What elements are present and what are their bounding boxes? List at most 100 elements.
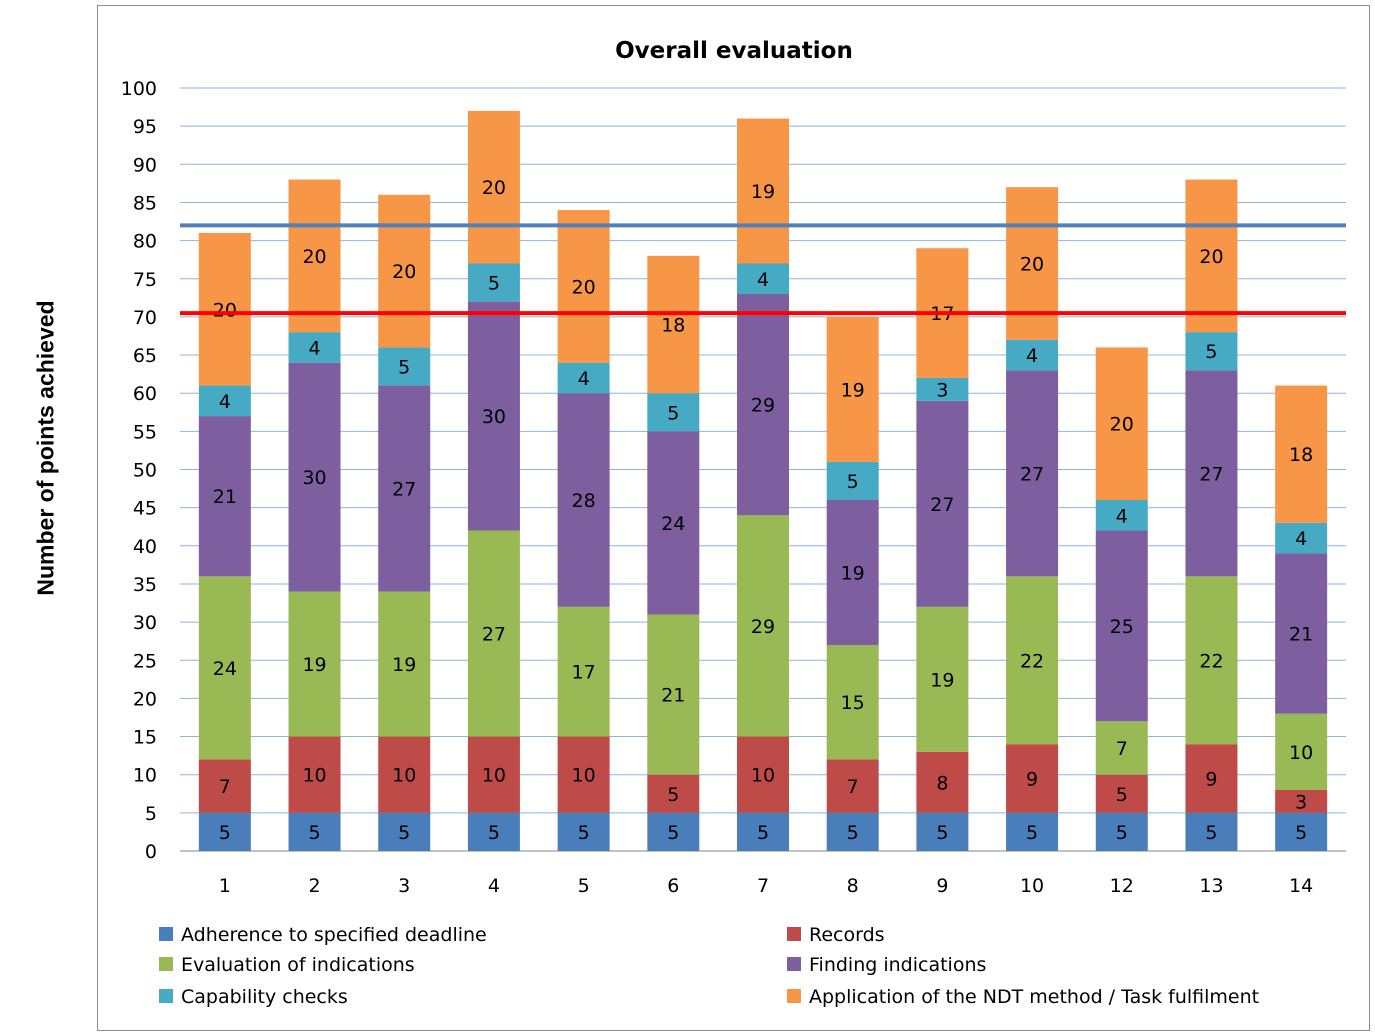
bar-segment	[737, 515, 789, 737]
data-label: 20	[302, 246, 326, 268]
bar-segment	[916, 377, 969, 401]
data-label: 19	[392, 654, 416, 676]
x-tick-label: 4	[488, 875, 500, 897]
data-label: 5	[398, 822, 410, 844]
data-label: 19	[751, 181, 775, 203]
bar-segment	[1275, 713, 1328, 790]
bar-segment	[198, 812, 251, 851]
bar-segment	[647, 393, 700, 432]
bar-segment	[557, 606, 610, 737]
data-label: 27	[1020, 463, 1044, 485]
bar-segment	[288, 179, 341, 333]
data-label: 18	[1289, 444, 1313, 466]
data-label: 22	[1020, 650, 1044, 672]
bar-segment	[378, 812, 431, 851]
data-label: 20	[572, 276, 596, 298]
bar-segment	[737, 118, 789, 264]
data-label: 24	[661, 513, 685, 535]
data-label: 18	[661, 315, 685, 337]
bar-segment	[288, 591, 341, 737]
y-tick-label: 60	[133, 383, 157, 405]
bar-segment	[1095, 500, 1148, 531]
bar-segment	[378, 347, 431, 386]
y-tick-label: 30	[133, 612, 157, 634]
data-label: 5	[757, 822, 769, 844]
bar-segment	[916, 812, 969, 851]
data-label: 4	[578, 368, 590, 390]
y-tick-label: 65	[133, 345, 157, 367]
data-label: 17	[572, 662, 596, 684]
data-label: 5	[219, 822, 231, 844]
bar-segment	[1095, 812, 1148, 851]
y-tick-label: 35	[133, 574, 157, 596]
bar-segment	[1006, 576, 1059, 745]
data-label: 20	[1020, 253, 1044, 275]
y-tick-label: 85	[133, 192, 157, 214]
bar-segment	[378, 591, 431, 737]
bar-segment	[826, 316, 879, 462]
bar-segment	[826, 812, 879, 851]
legend-label: Adherence to specified deadline	[181, 924, 487, 946]
bar-segment	[1185, 576, 1238, 745]
data-label: 27	[392, 479, 416, 501]
bar-segment	[1185, 744, 1238, 813]
y-tick-label: 40	[133, 536, 157, 558]
bar-segment	[1275, 789, 1328, 813]
bar-segment	[1275, 385, 1328, 523]
legend-label: Records	[809, 924, 885, 946]
bar-segment	[1095, 774, 1148, 813]
data-label: 5	[847, 822, 859, 844]
x-tick-label: 3	[398, 875, 410, 897]
y-tick-label: 25	[133, 650, 157, 672]
data-label: 5	[488, 822, 500, 844]
bar-segment	[467, 530, 520, 737]
y-tick-label: 10	[133, 765, 157, 787]
chart-frame	[97, 5, 1370, 1031]
bar-segment	[557, 812, 610, 851]
legend-label: Application of the NDT method / Task ful…	[809, 986, 1259, 1008]
data-label: 19	[930, 669, 954, 691]
bar-segment	[557, 362, 610, 394]
data-label: 10	[1289, 742, 1313, 764]
bar-segment	[647, 431, 700, 615]
legend-label: Evaluation of indications	[181, 954, 415, 976]
bar-segment	[916, 606, 969, 752]
bar-segment	[1006, 812, 1059, 851]
bar-segment	[1275, 522, 1328, 554]
x-tick-label: 10	[1020, 875, 1044, 897]
bar-segment	[288, 332, 341, 363]
data-label: 4	[1026, 345, 1038, 367]
x-tick-label: 1	[219, 875, 231, 897]
bar-segment	[1185, 332, 1238, 371]
data-label: 10	[392, 765, 416, 787]
data-label: 10	[482, 765, 506, 787]
legend-swatch	[159, 989, 173, 1003]
data-label: 5	[1205, 341, 1217, 363]
data-label: 19	[841, 563, 865, 585]
data-label: 5	[847, 471, 859, 493]
data-label: 25	[1110, 616, 1134, 638]
data-label: 4	[757, 269, 769, 291]
data-label: 21	[661, 685, 685, 707]
data-label: 29	[751, 395, 775, 417]
data-label: 20	[392, 261, 416, 283]
bar-segment	[467, 301, 520, 531]
bar-segment	[378, 736, 431, 813]
data-label: 19	[841, 379, 865, 401]
data-label: 5	[1116, 822, 1128, 844]
y-tick-label: 50	[133, 460, 157, 482]
legend-swatch	[159, 927, 173, 941]
bar-segment	[826, 461, 879, 501]
bar-segment	[1095, 721, 1148, 775]
bar-segment	[1095, 347, 1148, 501]
data-label: 4	[308, 337, 320, 359]
bar-segment	[198, 232, 251, 386]
bar-segment	[557, 736, 610, 813]
data-label: 5	[667, 784, 679, 806]
data-label: 9	[1205, 769, 1217, 791]
bar-segment	[916, 751, 969, 813]
bar-segment	[378, 194, 431, 348]
data-label: 5	[1205, 822, 1217, 844]
data-label: 15	[841, 692, 865, 714]
